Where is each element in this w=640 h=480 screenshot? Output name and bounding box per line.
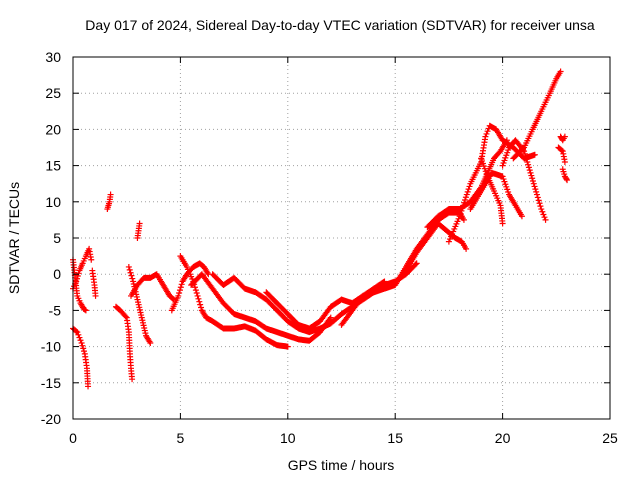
data-point-markers — [510, 68, 564, 162]
series-track-y — [559, 166, 571, 184]
y-tick-label: -10 — [41, 339, 61, 355]
data-point-markers — [188, 271, 334, 344]
series-track-w — [555, 144, 568, 165]
series-track-i — [127, 271, 177, 303]
series-track-t — [478, 155, 506, 227]
series-track-h — [134, 220, 143, 241]
data-point-markers — [555, 144, 568, 165]
y-tick-label: -15 — [41, 375, 61, 391]
x-tick-label: 15 — [387, 430, 403, 446]
data-point-markers — [112, 303, 136, 383]
y-tick-label: 20 — [45, 121, 61, 137]
data-point-markers — [177, 253, 291, 350]
y-tick-label: 30 — [45, 49, 61, 65]
x-tick-label: 5 — [177, 430, 185, 446]
data-point-markers — [557, 133, 568, 144]
plot-frame — [72, 56, 611, 420]
series-track-k — [177, 253, 291, 350]
series-track-e — [104, 191, 114, 213]
data-point-markers — [104, 191, 114, 213]
x-tick-label: 0 — [69, 430, 77, 446]
series-track-x — [557, 133, 568, 144]
y-tick-label: 25 — [45, 85, 61, 101]
series-track-j — [168, 260, 212, 314]
data-points — [70, 68, 571, 390]
data-point-markers — [559, 166, 571, 184]
y-tick-label: 15 — [45, 158, 61, 174]
series-track-v — [510, 68, 564, 162]
data-point-markers — [478, 155, 506, 227]
x-tick-label: 25 — [602, 430, 618, 446]
tick-labels: 0 5 10 15 20 25 -20 -15 -10 -5 0 5 10 15 20 25 30 — [41, 49, 618, 446]
x-axis-label: GPS time / hours — [288, 457, 395, 473]
chart-title: Day 017 of 2024, Sidereal Day-to-day VTE… — [85, 17, 595, 33]
y-tick-label: 10 — [45, 194, 61, 210]
series-track-f — [112, 303, 136, 383]
grid-lines — [73, 57, 610, 419]
data-point-markers — [168, 260, 212, 314]
x-tick-label: 20 — [495, 430, 511, 446]
y-tick-label: 0 — [53, 266, 61, 282]
y-tick-label: -20 — [41, 411, 61, 427]
y-tick-label: 5 — [53, 230, 61, 246]
y-axis-label: SDTVAR / TECUs — [6, 182, 22, 294]
data-point-markers — [127, 271, 177, 303]
x-tick-label: 10 — [280, 430, 296, 446]
series-track-l — [188, 271, 334, 344]
series-track-d — [89, 267, 99, 299]
data-point-markers — [89, 267, 99, 299]
data-point-markers — [134, 220, 143, 241]
y-tick-label: -5 — [49, 302, 62, 318]
